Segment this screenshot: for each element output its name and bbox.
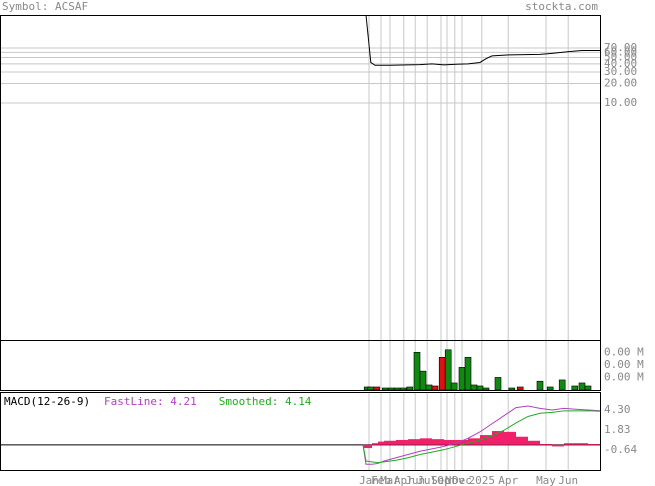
y-tick-label: 70.00 — [604, 41, 637, 54]
volume-bar — [367, 386, 375, 391]
volume-bar — [444, 349, 452, 391]
x-tick-label: 2025 — [469, 474, 496, 486]
y-tick-label: 1.83 — [604, 423, 631, 436]
volume-bar — [373, 386, 381, 391]
y-tick-label: 40.00 — [604, 57, 637, 70]
histogram-bar — [372, 443, 378, 445]
grid-layer — [0, 15, 600, 470]
histogram-bar — [552, 444, 564, 447]
x-tick-label: Dec — [452, 474, 472, 486]
histogram-bar — [516, 436, 528, 445]
volume-bar — [578, 382, 586, 391]
histogram-bar — [408, 439, 420, 445]
x-tick-label: Apr — [498, 474, 518, 486]
x-tick-label: Jan — [359, 474, 379, 486]
histogram-bar — [504, 431, 516, 445]
y-tick-label: 0.00 M — [604, 358, 644, 371]
x-tick-label: Mar — [380, 474, 400, 486]
volume-bar — [387, 387, 395, 391]
volume-frame — [0, 340, 601, 391]
histogram-bar — [366, 444, 372, 449]
histogram-bar — [540, 444, 552, 445]
line — [365, 14, 600, 66]
volume-bar — [381, 387, 389, 391]
volume-bar — [413, 352, 421, 391]
histogram-bar — [396, 439, 408, 445]
volume-bar — [419, 370, 427, 391]
volume-bar — [470, 384, 478, 391]
line — [362, 410, 601, 464]
y-tick-label: 0.00 M — [604, 345, 644, 358]
x-tick-label: Jul — [417, 474, 437, 486]
histogram-bar — [456, 439, 468, 445]
volume-bar — [393, 387, 401, 391]
volume-bar — [458, 367, 466, 391]
histogram-bar — [444, 439, 456, 445]
site: stockta.com — [525, 0, 598, 13]
volume-bar — [494, 377, 502, 391]
histogram-bar — [378, 441, 384, 445]
x-tick-label: Jun — [405, 474, 425, 486]
legend-entry: Smoothed: 4.14 — [219, 395, 312, 408]
histogram-bar — [528, 440, 540, 445]
x-tick-label: Feb — [371, 474, 391, 486]
symbol: Symbol: ACSAF — [2, 0, 88, 13]
volume-bar — [546, 386, 554, 391]
volume-bar — [425, 384, 433, 391]
x-tick-label: Sep — [431, 474, 451, 486]
histogram-bar — [480, 435, 492, 445]
volume-bar — [571, 385, 579, 391]
volume-bar — [516, 386, 524, 391]
volume-bar — [536, 380, 544, 391]
histogram-bar — [564, 443, 576, 445]
volume-bar — [558, 379, 566, 391]
volume-bar — [406, 386, 414, 391]
volume-bar — [508, 387, 516, 391]
x-tick-label: May — [536, 474, 556, 486]
volume-bar — [476, 385, 484, 391]
volume-bar — [399, 387, 407, 391]
volume-bar — [464, 357, 472, 391]
y-tick-label: -0.64 — [604, 443, 637, 456]
y-tick-label: 20.00 — [604, 76, 637, 89]
y-tick-label: 50.00 — [604, 51, 637, 64]
y-tick-label: 0.00 M — [604, 370, 644, 383]
x-tick-label: Oct — [437, 474, 457, 486]
volume-bar — [438, 357, 446, 391]
histogram-bar — [384, 440, 396, 445]
histogram-bar — [432, 439, 444, 445]
legend-entry: FastLine: 4.21 — [104, 395, 197, 408]
y-tick-label: 30.00 — [604, 65, 637, 78]
y-tick-label: 4.30 — [604, 403, 631, 416]
x-tick-label: Jun — [558, 474, 578, 486]
macd-frame — [0, 392, 601, 471]
volume-bar — [450, 382, 458, 391]
x-tick-label: Nov — [445, 474, 465, 486]
volume-bar — [584, 385, 592, 391]
histogram-bar — [576, 443, 588, 445]
volume-bar — [431, 385, 439, 391]
histogram-bar — [588, 444, 600, 445]
volume-bar — [482, 387, 490, 391]
y-tick-label: 60.00 — [604, 45, 637, 58]
mark-layer — [0, 14, 601, 465]
histogram-bar — [420, 438, 432, 445]
histogram-bar — [363, 444, 366, 449]
x-tick-label: Apr — [394, 474, 414, 486]
macd-title: MACD(12-26-9) — [4, 395, 90, 408]
y-tick-label: 10.00 — [604, 96, 637, 109]
